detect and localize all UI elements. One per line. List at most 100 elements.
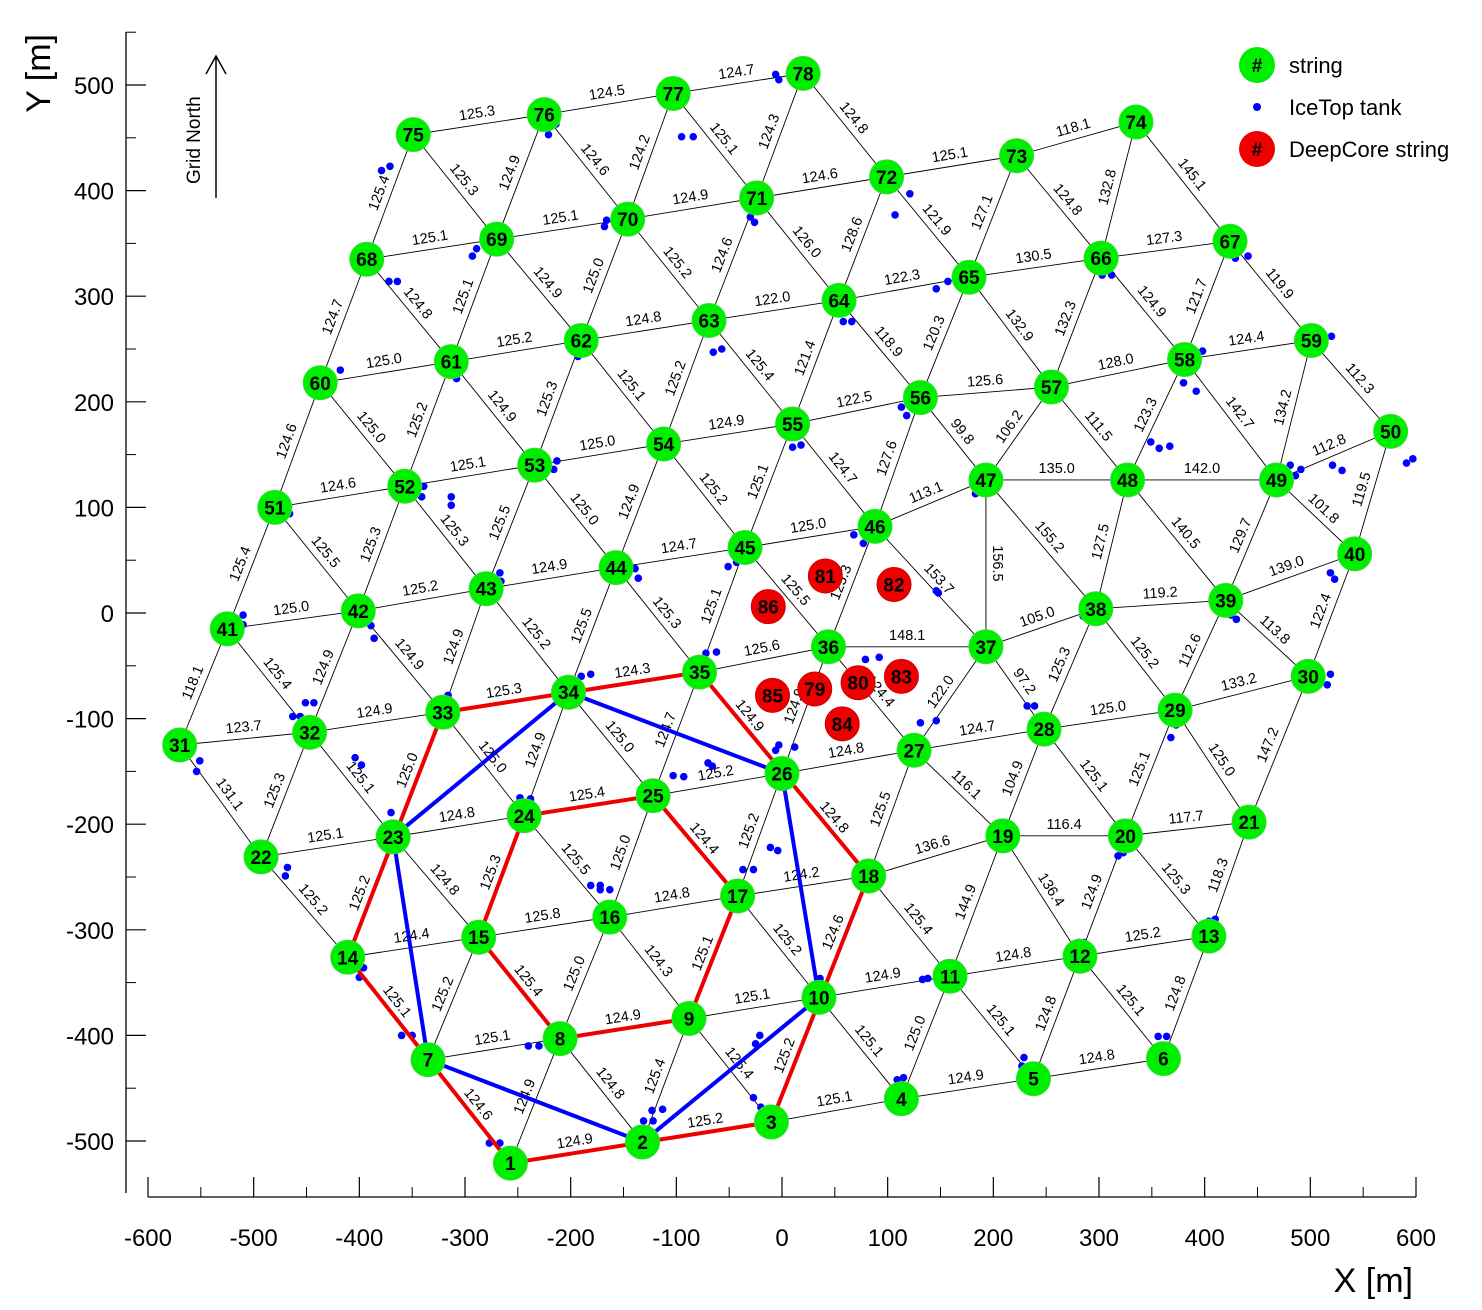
string-edge <box>319 382 406 487</box>
string-edge <box>568 691 654 796</box>
edge-distance-label: 125.1 <box>1076 756 1111 795</box>
string-edge <box>1174 600 1227 711</box>
string-marker <box>292 714 328 750</box>
edge-distance-label: 125.4 <box>742 346 777 384</box>
string-marker <box>209 611 245 647</box>
edge-distance-label: 125.2 <box>659 244 694 282</box>
edge-distance-label: 125.2 <box>295 881 331 919</box>
string-number: 12 <box>1069 947 1090 968</box>
edge-distance-label: 125.1 <box>450 277 478 317</box>
edge-distance-label: 125.2 <box>346 873 374 913</box>
string-edge <box>874 397 921 527</box>
icetop-tank <box>648 1106 656 1115</box>
deepcore-string-number: 85 <box>762 686 784 707</box>
edge-distance-label: 125.4 <box>227 544 255 584</box>
edge-distance-label: 124.7 <box>825 449 860 487</box>
string-edge <box>968 155 1017 278</box>
string-number: 24 <box>514 807 536 828</box>
string-marker <box>592 899 628 935</box>
icetop-tank <box>749 1093 758 1102</box>
string-marker <box>1290 658 1326 694</box>
legend-string-marker <box>1239 47 1275 83</box>
icetop-tank <box>386 162 394 171</box>
x-tick-label: 200 <box>973 1225 1013 1252</box>
edge-distance-label: 125.2 <box>401 578 439 600</box>
string-marker <box>1231 804 1267 840</box>
edge-distance-label: 123.7 <box>225 718 263 737</box>
string-marker <box>775 406 811 442</box>
icetop-tank <box>283 863 292 872</box>
string-marker <box>682 654 718 690</box>
edge-distance-label: 124.3 <box>613 661 651 682</box>
string-number: 59 <box>1301 332 1322 353</box>
edge-distance-label: 142.0 <box>1184 461 1220 477</box>
string-edge <box>1051 258 1102 388</box>
string-edge <box>260 856 349 958</box>
string-edge <box>737 875 869 897</box>
string-number: 25 <box>643 787 665 808</box>
string-edge <box>615 567 700 673</box>
string-edge <box>868 875 951 977</box>
edge-distance-label: 111.5 <box>1081 408 1115 445</box>
edge-distance-label: 132.3 <box>1052 299 1080 339</box>
icetop-tank <box>639 1117 648 1125</box>
string-edge <box>913 749 1004 837</box>
string-edge <box>737 895 820 998</box>
string-number: 23 <box>383 828 404 849</box>
icetop-tank <box>897 403 906 411</box>
string-edge <box>838 176 888 301</box>
edge-distance-label: 124.2 <box>626 133 653 173</box>
string-edge <box>179 628 228 746</box>
string-number: 56 <box>910 389 931 410</box>
icetop-tank <box>1327 332 1336 341</box>
string-edge <box>366 258 452 362</box>
string-edge <box>450 239 498 362</box>
icetop-tank <box>1162 1032 1171 1041</box>
string-marker <box>1157 692 1193 728</box>
string-edge <box>756 176 887 199</box>
string-edge <box>792 423 876 527</box>
string-number: 18 <box>858 867 879 888</box>
string-marker <box>1118 104 1154 140</box>
legend: # string IceTop tank # DeepCore string <box>1239 47 1449 167</box>
string-number: 57 <box>1041 378 1062 399</box>
y-tick-label: -300 <box>66 918 114 945</box>
string-number: 58 <box>1174 351 1195 372</box>
icetop-tank <box>634 574 643 582</box>
icetop-tank <box>393 277 402 286</box>
string-number: 74 <box>1125 113 1147 134</box>
string-edge <box>496 238 582 341</box>
string-edge <box>985 608 1096 648</box>
string-marker <box>340 593 376 629</box>
string-edge <box>609 895 738 918</box>
string-edge <box>874 479 987 527</box>
edge-distance-label: 124.9 <box>391 635 427 673</box>
edge-distance-label: 119.9 <box>1262 265 1297 302</box>
edge-distance-label: 125.0 <box>272 599 310 620</box>
string-edge <box>404 464 535 487</box>
string-edge <box>274 485 405 508</box>
string-marker <box>869 159 905 195</box>
string-number: 78 <box>793 64 814 85</box>
string-marker <box>375 819 411 855</box>
string-edge <box>886 176 970 278</box>
string-edge <box>260 732 311 858</box>
edge-distance-label: 125.3 <box>458 103 496 124</box>
string-number: 10 <box>808 988 829 1009</box>
string-marker <box>655 75 691 111</box>
edge-distance-label: 127.6 <box>874 439 901 479</box>
edge-distance-label: 106.2 <box>993 408 1027 447</box>
icetop-tank <box>377 166 386 175</box>
y-tick-label: 200 <box>74 390 114 417</box>
edge-distance-label: 125.1 <box>983 1001 1018 1039</box>
icetop-tank <box>1326 670 1335 679</box>
string-edge <box>615 443 665 568</box>
string-marker <box>526 97 562 133</box>
edge-distance-label: 125.2 <box>662 359 690 399</box>
string-edge <box>485 464 536 589</box>
string-edge <box>413 114 545 136</box>
string-number: 47 <box>975 471 996 492</box>
string-edge <box>1043 728 1126 837</box>
string-number: 38 <box>1085 600 1106 621</box>
string-number: 62 <box>571 332 592 353</box>
